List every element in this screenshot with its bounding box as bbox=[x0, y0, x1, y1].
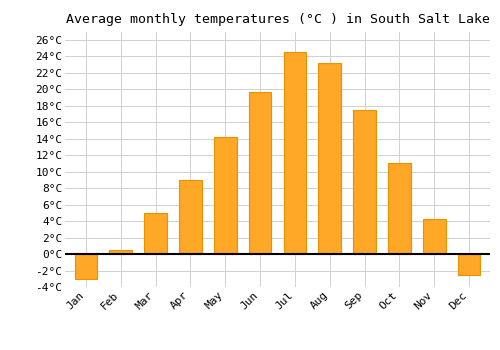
Bar bbox=[284, 52, 306, 254]
Bar bbox=[110, 250, 132, 254]
Bar bbox=[74, 254, 97, 279]
Bar bbox=[214, 137, 236, 254]
Bar bbox=[354, 110, 376, 254]
Bar bbox=[318, 63, 341, 254]
Bar bbox=[423, 219, 446, 254]
Title: Average monthly temperatures (°C ) in South Salt Lake: Average monthly temperatures (°C ) in So… bbox=[66, 13, 490, 26]
Bar bbox=[458, 254, 480, 275]
Bar bbox=[388, 163, 410, 254]
Bar bbox=[179, 180, 202, 254]
Bar bbox=[249, 92, 272, 254]
Bar bbox=[144, 213, 167, 254]
